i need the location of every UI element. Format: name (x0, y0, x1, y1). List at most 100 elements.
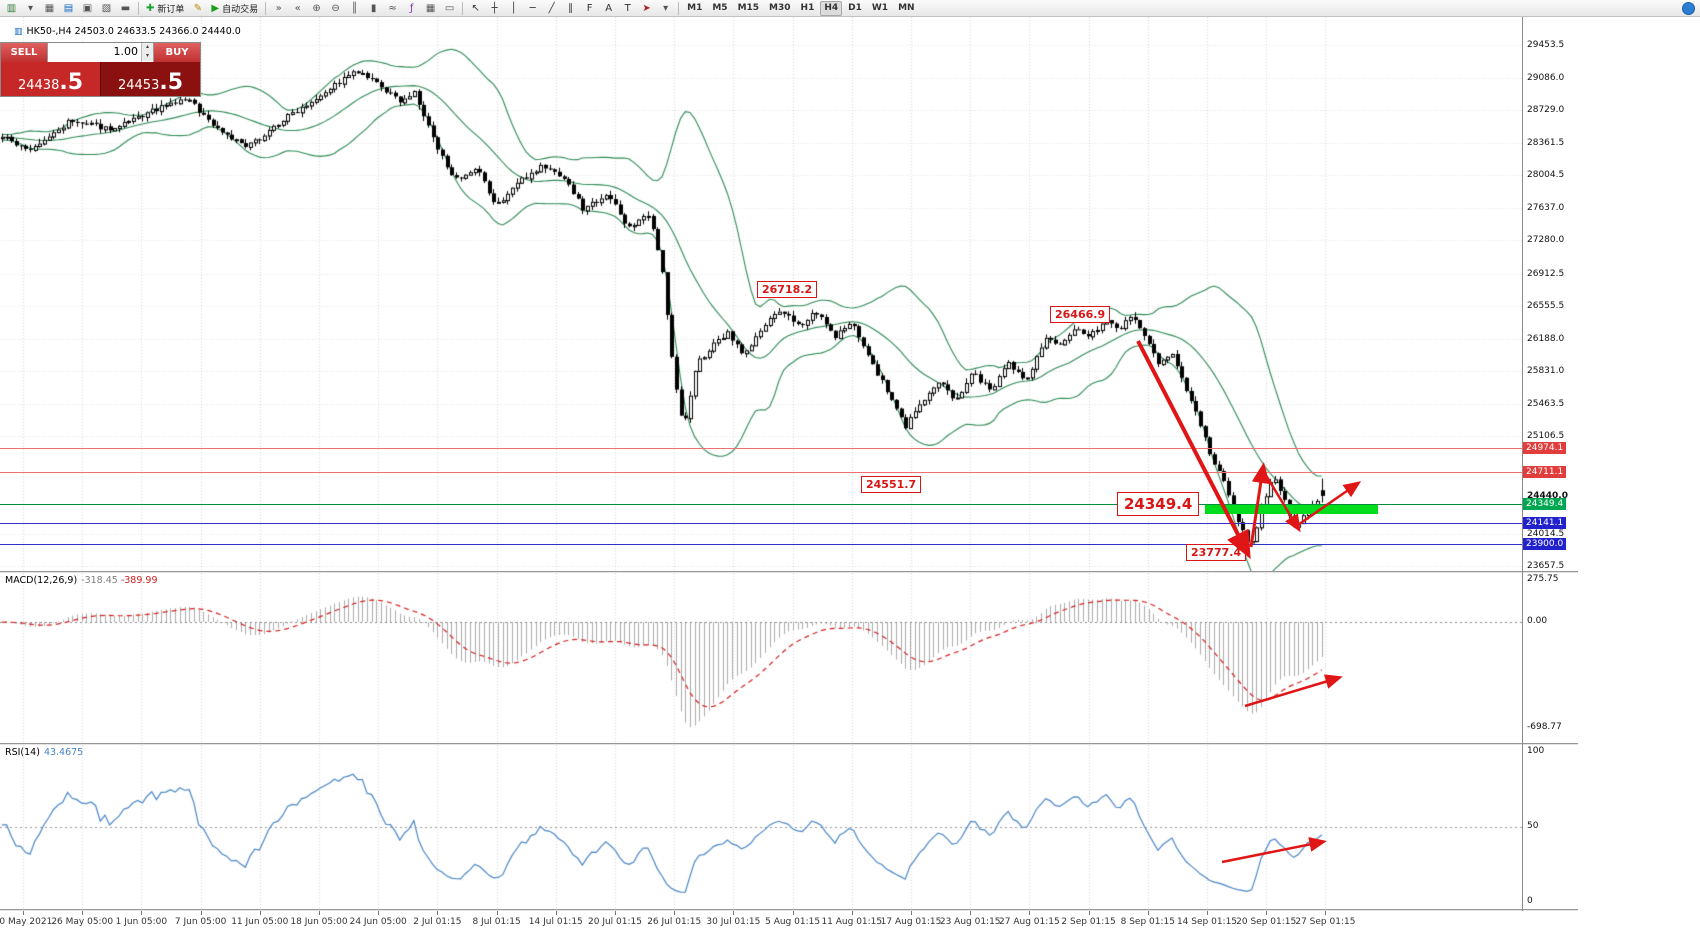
time-axis-tick (852, 911, 853, 915)
buy-button[interactable]: BUY (154, 43, 200, 62)
volume-stepper[interactable]: 1.00 ▴ ▾ (47, 43, 154, 62)
horizontal-line-icon[interactable]: ─ (524, 1, 541, 16)
chart-shift-icon[interactable]: « (289, 1, 306, 16)
time-axis-label: 30 Jul 01:15 (706, 917, 761, 927)
channel-icon-icon: ∥ (568, 2, 574, 14)
rsi-value: 43.4675 (43, 747, 84, 758)
zoom-out-icon[interactable]: ⊖ (327, 1, 344, 16)
time-axis-label: 2 Sep 01:15 (1061, 917, 1116, 927)
zoom-in-icon[interactable]: ⊕ (308, 1, 325, 16)
timeframe-m5[interactable]: M5 (712, 3, 728, 13)
time-axis-label: 23 Aug 01:15 (939, 917, 1001, 927)
timeframe-w1[interactable]: W1 (871, 3, 889, 13)
autoscroll-icon[interactable]: » (270, 1, 287, 16)
cursor-icon[interactable]: ↖ (467, 1, 484, 16)
time-axis-label: 8 Sep 01:15 (1120, 917, 1175, 927)
price-axis-badge: 24349.4 (1523, 498, 1567, 511)
market-watch-icon[interactable]: ▤ (60, 1, 77, 16)
timeframe-h4[interactable]: H4 (820, 0, 843, 16)
chart-ohlc-text: HK50-,H4 24503.0 24633.5 24366.0 24440.0 (26, 26, 241, 37)
text-icon-icon: A (605, 2, 613, 14)
chart-info-line: ▥ HK50-,H4 24503.0 24633.5 24366.0 24440.… (14, 26, 241, 37)
data-window-icon[interactable]: ▣ (79, 1, 96, 16)
price-axis-tick: 25463.5 (1527, 398, 1565, 409)
timeframe-h1[interactable]: H1 (800, 3, 815, 13)
time-axis-tick (733, 911, 734, 915)
timeframe-d1[interactable]: D1 (848, 3, 862, 13)
macd-rsi-separator[interactable] (0, 743, 1578, 745)
autotrading-button[interactable]: ▶ 自动交易 (208, 1, 261, 16)
line-chart-icon[interactable]: ≈ (384, 1, 401, 16)
arrow-tool-icon[interactable]: ➤ (638, 1, 655, 16)
label-icon[interactable]: T (619, 1, 636, 16)
vertical-line-icon-icon: │ (510, 2, 517, 14)
new-chart-button[interactable]: ▥ (3, 1, 20, 16)
navigator-icon[interactable]: ▧ (98, 1, 115, 16)
time-axis-label: 24 Jun 05:00 (349, 917, 407, 927)
price-axis-tick: 24014.5 (1527, 529, 1565, 540)
timeframe-mn[interactable]: MN (898, 3, 915, 13)
line-chart-icon-icon: ≈ (388, 2, 397, 14)
time-axis-tick (378, 911, 379, 915)
price-axis-current-label: 24440.0 (1527, 490, 1568, 501)
time-axis-label: 8 Jul 01:15 (472, 917, 521, 927)
candlestick-chart-icon-icon: ▮ (370, 2, 377, 14)
timeframe-m1[interactable]: M1 (687, 3, 703, 13)
price-chart-canvas[interactable] (0, 17, 1522, 571)
macd-signal-value: -389.99 (120, 575, 158, 586)
objects-list-icon[interactable]: ▭ (441, 1, 458, 16)
profiles-icon-icon: ▦ (44, 2, 55, 14)
price-axis-tick: 25106.5 (1527, 430, 1565, 441)
volume-decrease-button[interactable]: ▾ (142, 52, 153, 61)
market-watch-icon-icon: ▤ (63, 2, 74, 14)
terminal-icon[interactable]: ▬ (117, 1, 134, 16)
bar-chart-icon[interactable]: ║ (346, 1, 363, 16)
profiles-icon[interactable]: ▦ (41, 1, 58, 16)
time-axis-tick (141, 911, 142, 915)
metaeditor-icon-icon: ✎ (193, 2, 203, 14)
grid-icon[interactable]: ▦ (422, 1, 439, 16)
new-order-button[interactable]: ✚ 新订单 (143, 1, 187, 16)
time-axis-tick (674, 911, 675, 915)
crosshair-icon[interactable]: ┼ (486, 1, 503, 16)
one-click-trading-panel: SELL 1.00 ▴ ▾ BUY 24438.5 24453.5 (0, 42, 201, 97)
main-toolbar: ▥ ▾ ▦ ▤ ▣ ▧ ▬ ✚ 新订单 ✎ ▶ 自动交易 » « ⊕ ⊖ ║ ▮ ≈ ƒ ▦ ▭ ↖ ┼ │ ─ ╱ ∥ F A T ➤ ▾ M1… (0, 0, 1700, 17)
volume-increase-button[interactable]: ▴ (142, 43, 153, 52)
time-axis-label: 27 Aug 01:15 (999, 917, 1060, 927)
time-axis-label: 18 Jun 05:00 (290, 917, 348, 927)
buy-price[interactable]: 24453.5 (100, 62, 200, 96)
chart-dropdown-icon-icon: ▾ (27, 2, 34, 14)
macd-label: MACD(12,26,9) (5, 575, 78, 586)
macd-title: MACD(12,26,9) -318.45 -389.99 (5, 575, 158, 586)
volume-value[interactable]: 1.00 (113, 45, 139, 58)
timeframe-m30[interactable]: M30 (769, 3, 791, 13)
time-axis-label: 11 Aug 01:15 (821, 917, 883, 927)
vertical-line-icon[interactable]: │ (505, 1, 522, 16)
price-axis-badge: 23900.0 (1523, 538, 1567, 551)
notification-icon[interactable] (1682, 2, 1695, 15)
indicators-icon[interactable]: ƒ (403, 1, 420, 16)
timeframe-m15[interactable]: M15 (737, 3, 760, 13)
fibonacci-icon[interactable]: F (581, 1, 598, 16)
candlestick-chart-icon[interactable]: ▮ (365, 1, 382, 16)
navigator-icon-icon: ▧ (101, 2, 112, 14)
time-axis-label: 14 Jul 01:15 (528, 917, 583, 927)
sell-price[interactable]: 24438.5 (1, 62, 100, 96)
chart-macd-separator[interactable] (0, 571, 1578, 573)
price-axis-divider[interactable] (1522, 17, 1523, 911)
sell-button[interactable]: SELL (1, 43, 47, 62)
metaeditor-icon[interactable]: ✎ (189, 1, 206, 16)
terminal-icon-icon: ▬ (120, 2, 131, 14)
trendline-icon[interactable]: ╱ (543, 1, 560, 16)
macd-panel-canvas[interactable] (0, 573, 1522, 743)
arrow-tool-icon-icon: ➤ (642, 2, 651, 14)
price-axis-tick: 26912.5 (1527, 268, 1565, 279)
price-axis-tick: 27280.0 (1527, 235, 1565, 246)
text-icon[interactable]: A (600, 1, 617, 16)
zoom-in-icon-icon: ⊕ (312, 2, 321, 14)
objects-dropdown-icon[interactable]: ▾ (657, 1, 674, 16)
chart-dropdown-icon[interactable]: ▾ (22, 1, 39, 16)
rsi-panel-canvas[interactable] (0, 745, 1522, 909)
channel-icon[interactable]: ∥ (562, 1, 579, 16)
